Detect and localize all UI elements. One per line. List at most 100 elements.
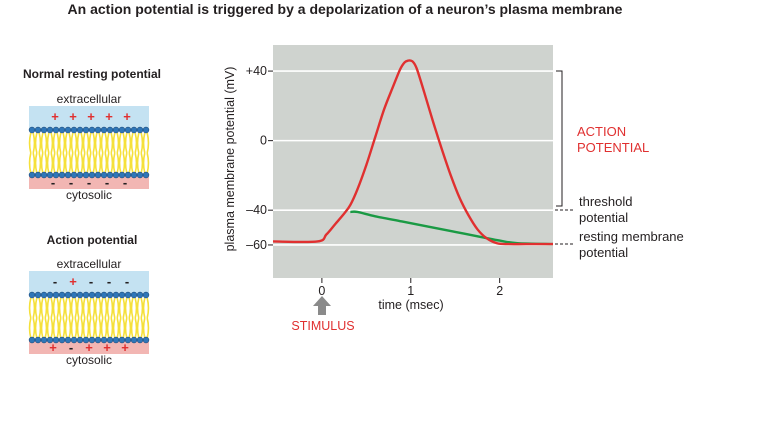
lipid-tail	[134, 317, 138, 339]
lipid-tail	[68, 317, 72, 339]
action-potential-line	[272, 59, 553, 246]
lipid-tail	[94, 317, 98, 339]
lipid-tail	[44, 297, 48, 319]
lipid-tail	[46, 152, 50, 174]
lipid-tail	[70, 297, 74, 319]
lipid-tail	[116, 132, 120, 154]
lipid-tail	[100, 152, 104, 174]
lipid-tail	[140, 297, 144, 319]
lipid-tail	[40, 132, 44, 154]
lipid-head	[142, 336, 150, 344]
lipid-tail	[28, 297, 32, 319]
lipid-tail	[88, 297, 92, 319]
resting-bottom-charge: -	[87, 175, 91, 190]
lipid-tail	[136, 317, 140, 339]
figure-title: An action potential is triggered by a de…	[67, 1, 623, 17]
lipid-tail	[74, 297, 78, 319]
lipid-tail	[136, 297, 140, 319]
lipid-tail	[44, 317, 48, 339]
y-tick-label: –40	[246, 203, 267, 217]
lipid-tail	[82, 132, 86, 154]
lipid-tail	[92, 317, 96, 339]
lipid-tail	[74, 152, 78, 174]
lipid-tail	[56, 297, 60, 319]
lipid-tail	[146, 297, 150, 319]
lipid-tail	[110, 297, 114, 319]
lipid-tail	[94, 132, 98, 154]
lipid-tail	[46, 317, 50, 339]
resting-extracellular-band	[29, 106, 149, 131]
lipid-tail	[52, 297, 56, 319]
lipid-tail	[62, 297, 66, 319]
lipid-tail	[142, 152, 146, 174]
lipid-tail	[98, 152, 102, 174]
lipid-tail	[122, 152, 126, 174]
lipid-tail	[146, 152, 150, 174]
action-bottom-charge: -	[69, 340, 73, 355]
x-tick-label: 2	[496, 284, 503, 298]
lipid-tail	[122, 132, 126, 154]
lipid-tail	[62, 132, 66, 154]
lipid-tail	[130, 132, 134, 154]
resting-cytosolic-label: cytosolic	[65, 188, 112, 202]
lipid-tail	[130, 152, 134, 174]
lipid-tail	[134, 132, 138, 154]
threshold-label-line1: threshold	[579, 194, 632, 209]
series-lines	[272, 59, 554, 246]
action-top-charge: -	[53, 274, 57, 289]
lipid-tail	[28, 317, 32, 339]
y-axis-label: plasma membrane potential (mV)	[223, 67, 237, 252]
lipid-tail	[64, 152, 68, 174]
lipid-tail	[104, 132, 108, 154]
action-bottom-charge: +	[85, 340, 93, 355]
lipid-tail	[118, 132, 122, 154]
lipid-tail	[58, 132, 62, 154]
lipid-tail	[146, 132, 150, 154]
lipid-tail	[122, 297, 126, 319]
resting-label-line1: resting membrane	[579, 229, 684, 244]
lipid-head	[142, 291, 150, 299]
lipid-tail	[58, 317, 62, 339]
lipid-tail	[80, 317, 84, 339]
resting-cytosolic-band	[29, 174, 149, 189]
lipid-tail	[140, 152, 144, 174]
lipid-tail	[68, 297, 72, 319]
lipid-tail	[40, 152, 44, 174]
lipid-tail	[124, 152, 128, 174]
lipid-tail	[124, 297, 128, 319]
action-potential-bracket	[556, 70, 563, 207]
lipid-tail	[50, 132, 54, 154]
lipid-tail	[88, 132, 92, 154]
action-membrane: - + - - -+ - + + +	[28, 271, 150, 355]
lipid-tail	[32, 132, 36, 154]
lipid-tail	[110, 152, 114, 174]
lipid-tail	[118, 152, 122, 174]
lipid-tail	[92, 132, 96, 154]
lipid-tail	[130, 297, 134, 319]
lipid-tail	[124, 132, 128, 154]
lipid-tail	[128, 317, 132, 339]
lipid-tail	[52, 132, 56, 154]
lipid-tail	[34, 132, 38, 154]
lipid-tail	[38, 317, 42, 339]
lipid-tail	[50, 317, 54, 339]
resting-lipid-tails	[28, 132, 150, 174]
lipid-tail	[88, 317, 92, 339]
resting-bottom-charge: -	[123, 175, 127, 190]
lipid-tail	[86, 132, 90, 154]
lipid-tail	[76, 297, 80, 319]
action-top-charge: +	[69, 274, 77, 289]
lipid-tail	[92, 297, 96, 319]
lipid-tail	[94, 152, 98, 174]
lipid-tail	[106, 297, 110, 319]
lipid-tail	[128, 132, 132, 154]
lipid-tail	[136, 152, 140, 174]
lipid-tail	[112, 297, 116, 319]
lipid-tail	[68, 152, 72, 174]
lipid-tail	[56, 317, 60, 339]
lipid-tail	[136, 132, 140, 154]
lipid-tail	[130, 317, 134, 339]
action-lipid-tails	[28, 297, 150, 339]
lipid-tail	[62, 317, 66, 339]
